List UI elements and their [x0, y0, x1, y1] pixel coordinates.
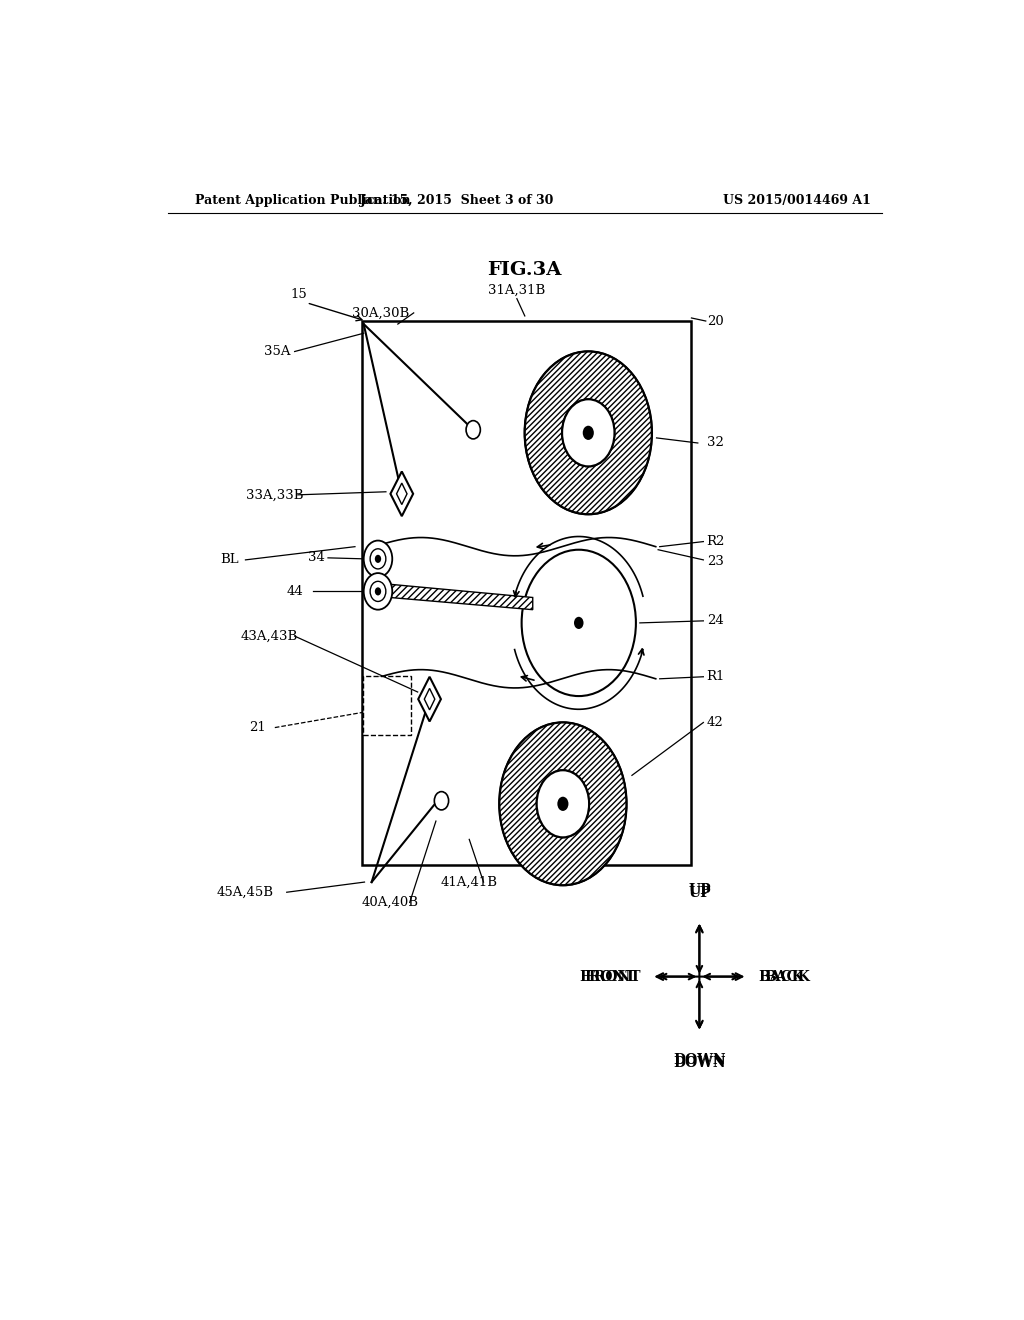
Text: DOWN: DOWN [673, 1053, 726, 1067]
Text: DOWN: DOWN [673, 1056, 726, 1071]
Text: 33A,33B: 33A,33B [246, 488, 303, 502]
Text: 15: 15 [290, 288, 307, 301]
Text: BL: BL [220, 553, 239, 566]
Text: 20: 20 [707, 314, 724, 327]
Polygon shape [418, 677, 441, 722]
Text: 44: 44 [287, 585, 303, 598]
Text: BACK: BACK [758, 970, 804, 983]
Circle shape [466, 421, 480, 440]
Text: 23: 23 [707, 556, 724, 569]
Circle shape [583, 426, 594, 440]
Text: Jan. 15, 2015  Sheet 3 of 30: Jan. 15, 2015 Sheet 3 of 30 [360, 194, 555, 206]
Circle shape [364, 541, 392, 577]
Circle shape [524, 351, 652, 515]
Circle shape [375, 587, 381, 595]
Text: 43A,43B: 43A,43B [241, 630, 298, 643]
Polygon shape [424, 689, 435, 710]
Text: 24: 24 [707, 614, 724, 627]
Polygon shape [390, 585, 532, 610]
Text: R1: R1 [707, 671, 724, 684]
Text: 34: 34 [307, 552, 325, 565]
Text: 35A: 35A [264, 345, 291, 358]
Circle shape [500, 722, 627, 886]
Text: 40A,40B: 40A,40B [361, 896, 419, 909]
Circle shape [375, 554, 381, 562]
Circle shape [562, 399, 614, 466]
Text: FIG.3A: FIG.3A [487, 261, 562, 280]
Circle shape [434, 792, 449, 810]
Circle shape [521, 549, 636, 696]
Text: 45A,45B: 45A,45B [217, 886, 274, 899]
Circle shape [537, 771, 589, 837]
Text: 32: 32 [707, 437, 724, 450]
Text: BACK: BACK [764, 970, 810, 983]
Text: Patent Application Publication: Patent Application Publication [196, 194, 411, 206]
Text: 31A,31B: 31A,31B [488, 284, 546, 297]
Text: R2: R2 [707, 535, 724, 548]
Text: US 2015/0014469 A1: US 2015/0014469 A1 [723, 194, 871, 206]
Bar [362, 321, 691, 865]
Polygon shape [390, 471, 413, 516]
Circle shape [574, 616, 584, 630]
Text: 42: 42 [707, 715, 724, 729]
Polygon shape [396, 483, 407, 504]
Text: 41A,41B: 41A,41B [440, 875, 498, 888]
Circle shape [364, 573, 392, 610]
Text: UP: UP [688, 886, 711, 900]
Text: UP: UP [688, 883, 711, 898]
Circle shape [557, 797, 568, 810]
Text: FRONT: FRONT [580, 970, 636, 983]
Bar [362, 676, 411, 735]
Text: 30A,30B: 30A,30B [351, 306, 409, 319]
Text: 21: 21 [249, 721, 266, 734]
Text: FRONT: FRONT [584, 970, 640, 983]
